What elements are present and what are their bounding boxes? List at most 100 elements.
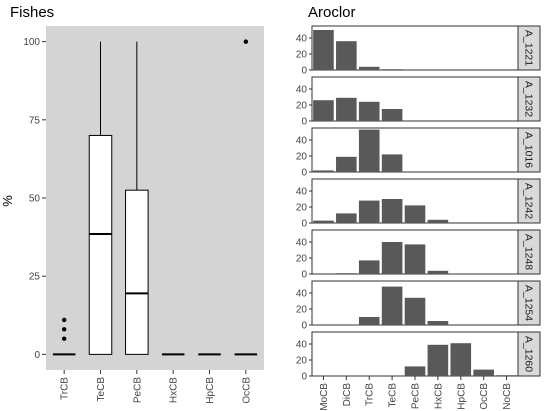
aroclor-facet-a-1254: 0 20 40 A_1254 — [296, 280, 541, 332]
aroclor-y-tick-label: 20 — [296, 152, 308, 163]
fishes-y-axis: 0 25 50 75 100 — [23, 37, 46, 361]
aroclor-bar — [358, 66, 380, 70]
aroclor-bar — [336, 41, 357, 70]
aroclor-bar — [313, 220, 334, 223]
aroclor-y-tick-label: 40 — [296, 238, 308, 249]
aroclor-x-tick-label: DiCB — [342, 383, 353, 407]
aroclor-facet-a-1242: 0 20 40 A_1242 — [296, 178, 541, 230]
aroclor-x-tick-label: TeCB — [388, 383, 399, 408]
aroclor-facet-strip — [517, 229, 541, 275]
aroclor-x-axis: MoCB DiCB TrCB TeCB PeCB HxCB HpCB OcCB NoCB — [319, 376, 513, 411]
aroclor-y-tick-label: 0 — [301, 372, 307, 383]
aroclor-bar — [404, 297, 426, 325]
aroclor-x-tick-label: OcCB — [479, 383, 490, 410]
aroclor-x-tick-label: PeCB — [411, 383, 422, 409]
aroclor-bar — [427, 270, 449, 274]
aroclor-bar — [336, 156, 357, 172]
fishes-x-axis: TrCB TeCB PeCB HxCB HpCB OcCB — [60, 370, 252, 404]
aroclor-bar — [336, 213, 357, 223]
aroclor-bar — [404, 244, 426, 274]
aroclor-facet-label: A_1248 — [523, 234, 535, 270]
aroclor-facet-label: A_1254 — [523, 285, 535, 321]
aroclor-y-tick-label: 40 — [296, 340, 308, 351]
aroclor-bar — [358, 129, 380, 172]
aroclor-bar — [336, 97, 357, 121]
fishes-chart: Fishes % 0 25 50 75 100 TrCB TeCB PeCB HxCB HpCB… — [0, 4, 264, 404]
aroclor-y-tick-label: 20 — [296, 101, 308, 112]
fishes-plot-panel — [46, 26, 264, 370]
fishes-boxes — [52, 39, 258, 356]
aroclor-bar — [358, 260, 380, 274]
aroclor-bar — [427, 321, 449, 325]
fishes-x-tick-label: TrCB — [60, 377, 71, 400]
aroclor-bar — [381, 199, 403, 223]
fishes-y-tick-label: 0 — [34, 350, 40, 361]
aroclor-bar — [381, 242, 403, 274]
fishes-outlier-point — [61, 327, 67, 332]
aroclor-facet-label: A_1221 — [523, 30, 535, 66]
fishes-y-tick-label: 25 — [29, 272, 41, 283]
aroclor-bar — [381, 69, 403, 70]
aroclor-x-tick-label: HxCB — [433, 383, 444, 409]
aroclor-y-tick-label: 40 — [296, 136, 308, 147]
aroclor-bar — [313, 30, 334, 70]
fishes-x-tick-label: TeCB — [96, 377, 107, 402]
aroclor-x-tick-label: MoCB — [319, 383, 330, 411]
aroclor-bar — [313, 170, 334, 172]
aroclor-facet-label: A_1242 — [523, 183, 535, 219]
aroclor-bar — [381, 286, 403, 325]
aroclor-bar — [313, 100, 334, 121]
aroclor-x-tick-label: HpCB — [456, 383, 467, 410]
aroclor-y-tick-label: 20 — [296, 50, 308, 61]
aroclor-y-tick-label: 20 — [296, 305, 308, 316]
aroclor-facet-strip — [517, 76, 541, 122]
fishes-title: Fishes — [10, 4, 54, 21]
aroclor-y-tick-label: 20 — [296, 356, 308, 367]
fishes-y-tick-label: 100 — [23, 37, 40, 48]
fishes-y-tick-label: 50 — [29, 194, 41, 205]
aroclor-bar — [358, 200, 380, 223]
fishes-x-tick-label: HxCB — [169, 377, 180, 403]
aroclor-bar — [381, 154, 403, 172]
fishes-outlier-point — [243, 39, 249, 44]
fishes-box — [125, 189, 149, 355]
fishes-box — [88, 134, 113, 355]
aroclor-y-tick-label: 40 — [296, 34, 308, 45]
aroclor-bar — [496, 375, 517, 376]
aroclor-bar — [404, 366, 426, 376]
aroclor-facet-label: A_1232 — [523, 81, 535, 117]
fishes-y-tick-label: 75 — [29, 115, 41, 126]
aroclor-facet-label: A_1260 — [523, 336, 535, 372]
fishes-y-axis-label: % — [0, 195, 15, 207]
fishes-x-tick-label: PeCB — [132, 377, 143, 403]
fishes-outlier-point — [61, 336, 67, 341]
aroclor-bar — [450, 343, 472, 376]
fishes-outlier-point — [61, 317, 67, 323]
aroclor-y-tick-label: 0 — [301, 270, 307, 281]
aroclor-facet-strip — [517, 178, 541, 224]
aroclor-y-tick-label: 0 — [301, 219, 307, 230]
aroclor-y-tick-label: 0 — [301, 66, 307, 77]
aroclor-bar — [381, 109, 403, 121]
aroclor-y-tick-label: 40 — [296, 85, 308, 96]
fishes-x-tick-label: HpCB — [205, 377, 216, 404]
aroclor-facet-strip — [517, 127, 541, 173]
aroclor-facet-a-1221: 0 20 40 A_1221 — [296, 25, 541, 77]
aroclor-y-tick-label: 20 — [296, 203, 308, 214]
aroclor-bar — [427, 219, 449, 223]
aroclor-bar — [473, 369, 494, 376]
aroclor-bar — [358, 101, 380, 121]
aroclor-facet-strip — [517, 25, 541, 71]
aroclor-y-tick-label: 0 — [301, 168, 307, 179]
fishes-x-tick-label: OcCB — [241, 377, 252, 404]
aroclor-facet-a-1248: 0 20 40 A_1248 — [296, 229, 541, 281]
aroclor-y-tick-label: 20 — [296, 254, 308, 265]
aroclor-facet-a-1232: 0 20 40 A_1232 — [296, 76, 541, 128]
aroclor-facet-a-1260: 0 20 40 A_1260 — [296, 331, 541, 383]
aroclor-x-tick-label: NoCB — [502, 383, 513, 410]
aroclor-y-tick-label: 0 — [301, 117, 307, 128]
aroclor-bar — [427, 344, 449, 376]
aroclor-facet-strip — [517, 331, 541, 377]
aroclor-bar — [404, 205, 426, 223]
